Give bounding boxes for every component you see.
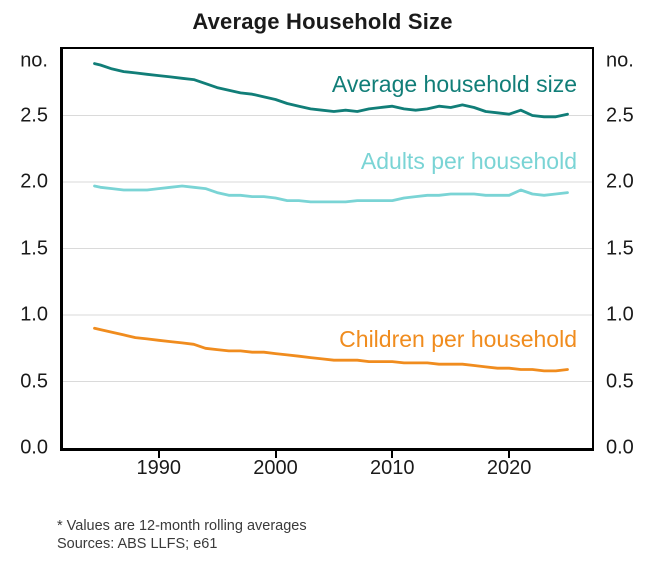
y-tick-label: 2.0 (606, 170, 634, 193)
y-tick-label: 0.5 (606, 370, 634, 392)
chart-title: Average Household Size (192, 9, 453, 34)
x-tickmark (508, 451, 511, 458)
y-axis-unit-left: no. (20, 49, 48, 72)
y-tick-label: 2.0 (20, 170, 48, 193)
series-line-0 (93, 62, 569, 119)
y-tick-label: 0.0 (20, 436, 48, 459)
y-tick-label: 0.0 (606, 436, 634, 459)
plot-area (60, 47, 594, 451)
x-tick-label: 2010 (370, 457, 415, 479)
y-tick-label: 2.5 (20, 104, 48, 126)
y-tick-label: 1.0 (20, 303, 48, 326)
x-tick-label: 2020 (486, 457, 532, 479)
x-tick-label: 1990 (136, 457, 182, 479)
y-tick-label: 1.5 (606, 237, 634, 259)
footnote-line-2: Sources: ABS LLFS; e61 (57, 536, 218, 552)
y-tick-label: 1.0 (606, 303, 634, 326)
x-tickmark (391, 451, 394, 458)
line-chart-canvas (63, 62, 592, 382)
x-tickmark (157, 451, 160, 458)
series-line-1 (93, 184, 569, 204)
series-label-adults-per-household: Adults per household (360, 148, 577, 174)
chart-footnote: * Values are 12-month rolling averages S… (57, 517, 307, 553)
y-tick-label: 2.5 (606, 104, 634, 126)
series-label-average-household-size: Average household size (331, 71, 577, 97)
x-tick-label: 2000 (253, 457, 298, 479)
y-tick-label: 1.5 (20, 237, 48, 259)
x-tickmark (274, 451, 277, 458)
y-tick-label: 0.5 (20, 370, 48, 392)
y-axis-unit-right: no. (606, 49, 634, 72)
series-label-children-per-household: Children per household (339, 326, 577, 352)
series-line-2 (93, 326, 569, 373)
footnote-line-1: * Values are 12-month rolling averages (57, 518, 307, 534)
